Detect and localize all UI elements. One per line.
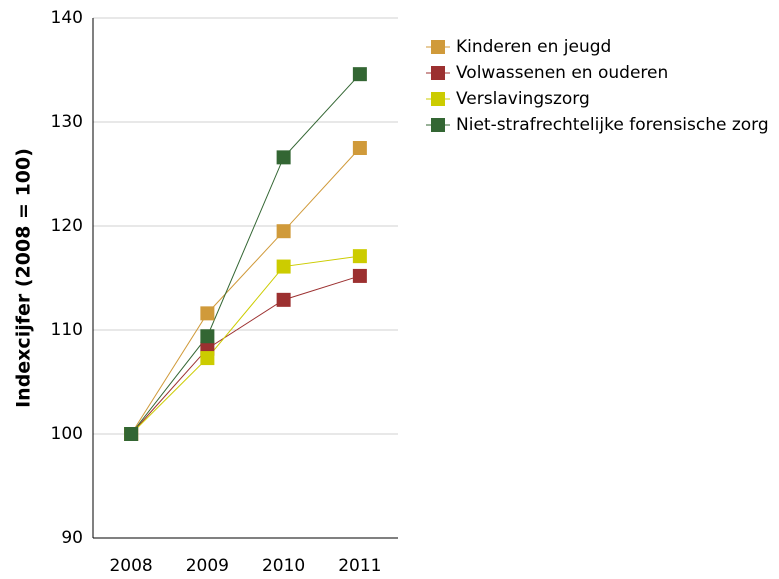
point-marker <box>352 249 367 264</box>
point-marker <box>200 329 215 344</box>
legend-label: Verslavingszorg <box>456 89 590 109</box>
point-marker <box>352 268 367 283</box>
x-tick-label: 2011 <box>338 556 381 576</box>
y-tick-label: 100 <box>51 424 83 444</box>
point-marker <box>276 292 291 307</box>
legend-label: Niet-strafrechtelijke forensische zorg <box>456 115 769 135</box>
y-tick-label: 140 <box>51 8 83 28</box>
y-tick-label: 110 <box>51 320 83 340</box>
x-tick-label: 2009 <box>186 556 229 576</box>
point-marker <box>276 224 291 239</box>
legend-label: Kinderen en jeugd <box>456 37 611 57</box>
point-marker <box>124 427 139 441</box>
legend-label: Volwassenen en ouderen <box>456 63 668 83</box>
y-tick-label: 90 <box>61 528 83 548</box>
point-marker <box>200 351 215 366</box>
point-marker <box>352 141 367 155</box>
y-tick-label: 130 <box>51 112 83 132</box>
point-marker <box>276 259 291 274</box>
point-marker <box>200 306 215 321</box>
y-tick-label: 120 <box>51 216 83 236</box>
series-line <box>130 255 360 435</box>
point-marker <box>276 150 291 165</box>
series-line <box>130 275 361 435</box>
x-tick-label: 2010 <box>262 556 305 576</box>
series-line <box>130 147 361 435</box>
series-line <box>130 73 361 435</box>
point-marker <box>352 67 367 82</box>
y-axis-label: Indexcijfer (2008 = 100) <box>13 148 35 408</box>
x-tick-label: 2008 <box>109 556 152 576</box>
